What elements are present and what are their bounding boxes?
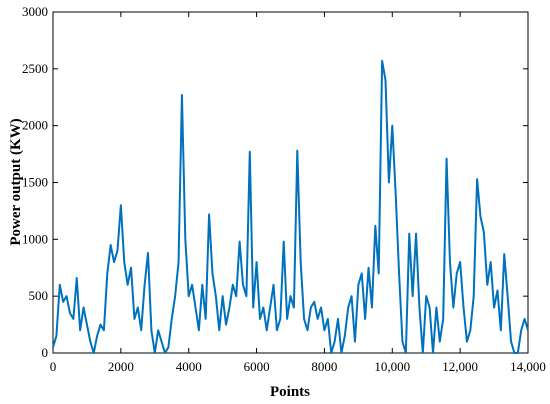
- y-tick-label: 500: [29, 288, 49, 303]
- y-tick-label: 0: [42, 345, 49, 360]
- data-line: [52, 59, 529, 354]
- x-tick-label: 14,000: [510, 359, 546, 374]
- y-tick-label: 1500: [22, 175, 48, 190]
- y-tick-label: 1000: [22, 231, 48, 246]
- y-tick-label: 3000: [22, 4, 48, 19]
- x-tick-label: 4000: [176, 359, 202, 374]
- x-tick-label: 2000: [108, 359, 134, 374]
- x-tick-label: 8000: [311, 359, 337, 374]
- x-axis-label: Points: [270, 384, 310, 400]
- y-axis-label: Power output (KW): [8, 118, 24, 245]
- x-tick-label: 12,000: [442, 359, 478, 374]
- y-tick-label: 2500: [22, 61, 48, 76]
- x-tick-label: 6000: [244, 359, 270, 374]
- y-tick-label: 2000: [22, 118, 48, 133]
- x-tick-label: 0: [50, 359, 57, 374]
- x-tick-label: 10,000: [374, 359, 410, 374]
